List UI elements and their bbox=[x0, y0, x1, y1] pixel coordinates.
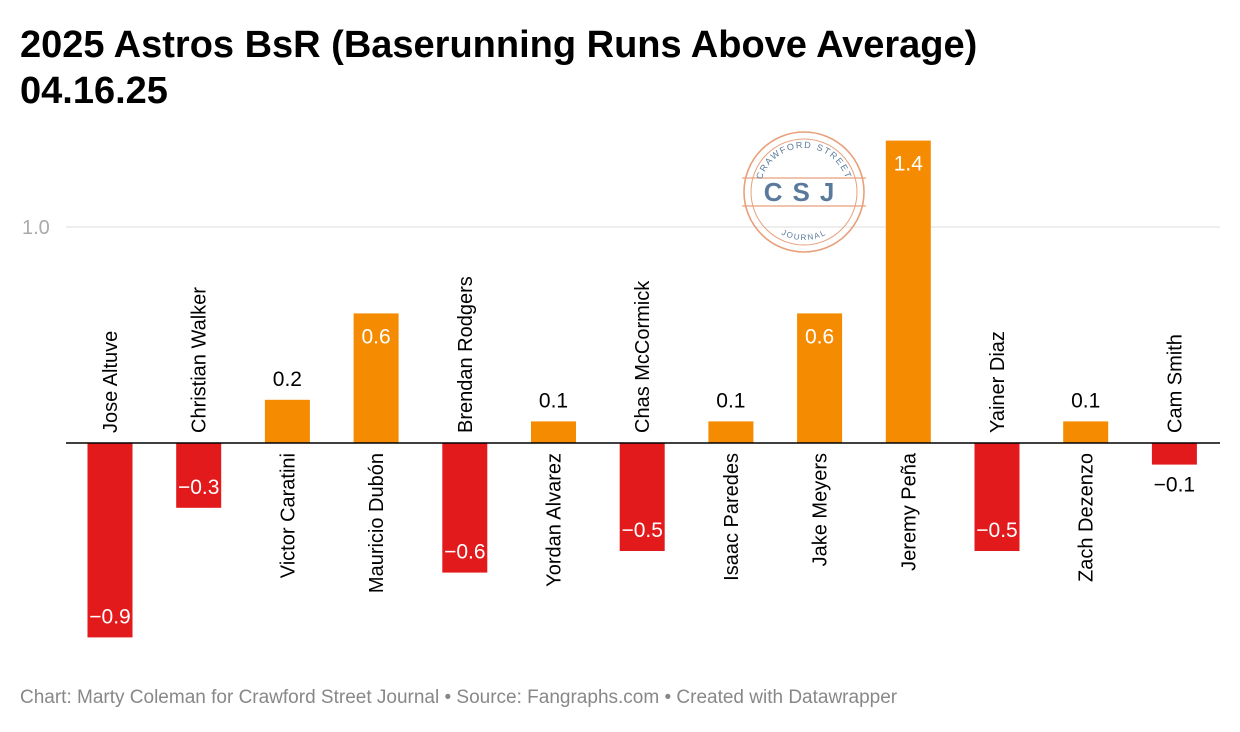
bar bbox=[797, 313, 843, 443]
bar bbox=[87, 443, 133, 638]
bar bbox=[442, 443, 488, 573]
bar bbox=[531, 421, 576, 443]
category-label: Zach Dezenzo bbox=[1076, 453, 1098, 582]
bar bbox=[619, 443, 665, 551]
bar bbox=[264, 399, 310, 443]
bar bbox=[885, 140, 931, 443]
y-tick-label: 1.0 bbox=[22, 217, 50, 239]
category-label: Jose Altuve bbox=[100, 331, 122, 433]
data-label: −0.5 bbox=[976, 519, 1017, 542]
bar bbox=[353, 313, 399, 443]
data-label: 0.1 bbox=[716, 389, 745, 412]
data-label: 0.1 bbox=[1071, 389, 1100, 412]
bar bbox=[974, 443, 1020, 551]
logo-center-text: CSJ bbox=[764, 177, 845, 207]
category-label: Isaac Paredes bbox=[721, 453, 743, 581]
category-label: Jeremy Peña bbox=[898, 452, 920, 571]
chart-title-line2: 04.16.25 bbox=[20, 70, 168, 112]
category-label: Victor Caratini bbox=[277, 453, 299, 578]
data-label: 0.6 bbox=[361, 325, 390, 348]
data-label: −0.5 bbox=[621, 519, 662, 542]
data-label: 1.4 bbox=[894, 153, 924, 176]
csj-logo: CRAWFORD STREET JOURNAL CSJ bbox=[742, 131, 866, 253]
data-label: −0.1 bbox=[1154, 474, 1195, 497]
category-label: Mauricio Dubón bbox=[366, 453, 388, 593]
data-label: −0.3 bbox=[178, 476, 219, 499]
category-label: Christian Walker bbox=[189, 287, 211, 433]
chart-title-line1: 2025 Astros BsR (Baserunning Runs Above … bbox=[20, 24, 978, 66]
logo-bottom-text: JOURNAL bbox=[780, 228, 828, 242]
bar bbox=[1063, 421, 1109, 443]
logo-inner-ring bbox=[750, 138, 858, 246]
bar bbox=[1151, 443, 1197, 465]
logo-outer-ring bbox=[743, 131, 865, 253]
chart-footer: Chart: Marty Coleman for Crawford Street… bbox=[20, 687, 898, 708]
category-label: Cam Smith bbox=[1164, 334, 1186, 433]
data-label: 0.1 bbox=[539, 389, 568, 412]
data-label: 0.2 bbox=[273, 368, 302, 391]
chart-title: 2025 Astros BsR (Baserunning Runs Above … bbox=[20, 22, 1220, 114]
bar bbox=[176, 443, 222, 508]
category-label: Jake Meyers bbox=[810, 453, 832, 566]
logo-top-text: CRAWFORD STREET bbox=[754, 140, 854, 181]
category-label: Chas McCormick bbox=[632, 280, 654, 433]
data-label: 0.6 bbox=[805, 325, 834, 348]
category-label: Yainer Diaz bbox=[987, 331, 1009, 433]
data-label: −0.9 bbox=[89, 605, 130, 628]
bar bbox=[708, 421, 754, 443]
category-label: Brendan Rodgers bbox=[455, 276, 477, 433]
category-label: Yordan Alvarez bbox=[544, 453, 566, 587]
data-label: −0.6 bbox=[444, 541, 485, 564]
